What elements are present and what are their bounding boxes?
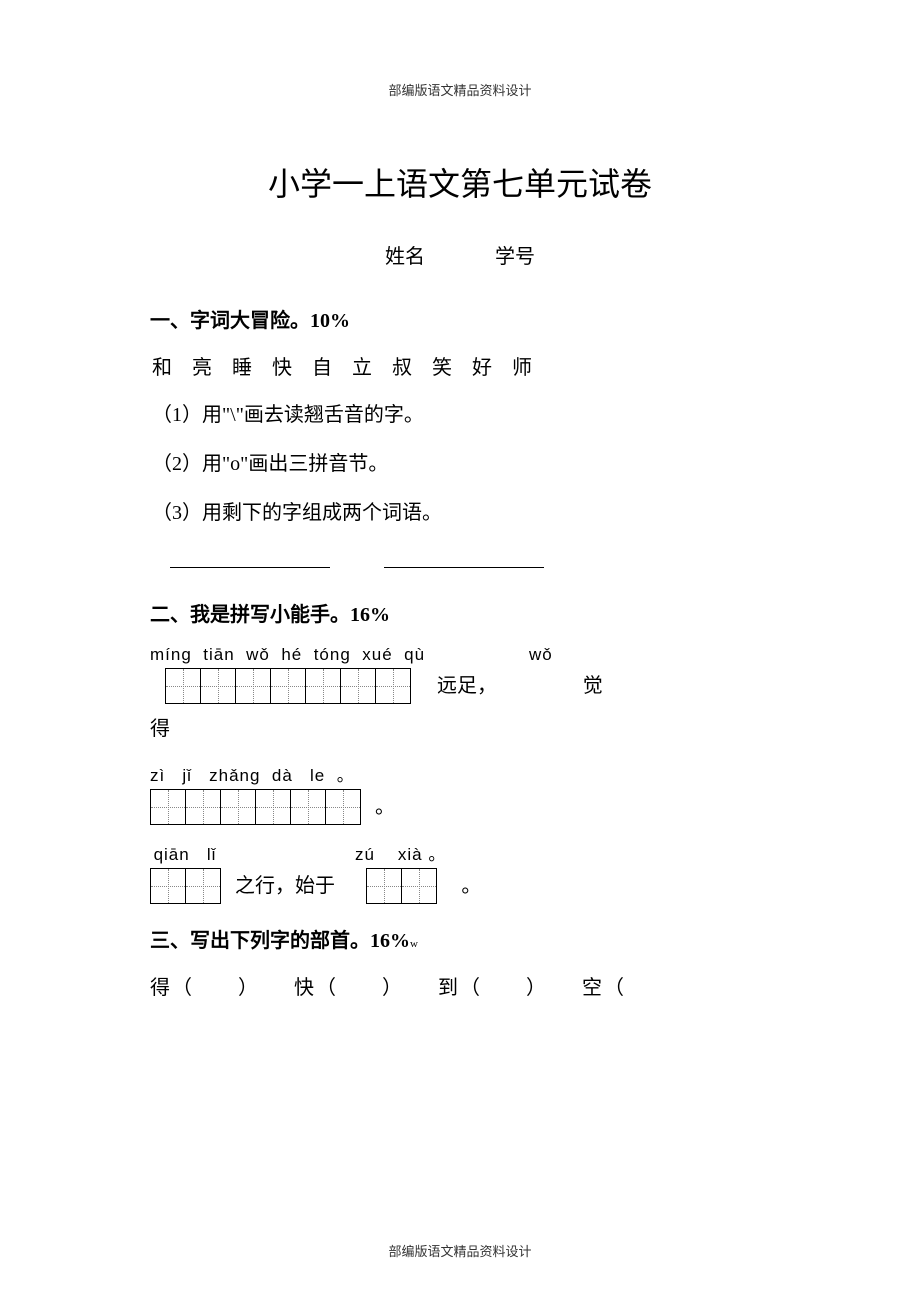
name-label: 姓名 — [385, 246, 425, 268]
section2-line3: qiān lǐ 之行，始于 zú xià 。 。 — [150, 840, 770, 904]
header-text: 部编版语文精品资料设计 — [150, 80, 770, 99]
section1-chars: 和 亮 睡 快 自 立 叔 笑 好 师 — [152, 351, 770, 380]
tianzige — [401, 868, 437, 904]
tianzige — [270, 668, 306, 704]
pinyin: xué — [362, 645, 392, 664]
section1-title: 一、字词大冒险。10% — [150, 304, 770, 333]
section2-line2: zì jǐ zhǎng dà le 。 。 — [150, 761, 770, 825]
section3-title-text: 三、写出下列字的部首。16% — [150, 930, 410, 952]
tianzige-group — [150, 789, 360, 825]
pinyin-unit: zú xià 。 — [355, 840, 446, 904]
pinyin: wǒ — [246, 645, 270, 664]
pinyin: míng — [150, 645, 192, 664]
pinyin: xià — [398, 845, 423, 864]
section2-title: 二、我是拼写小能手。16% — [150, 598, 770, 627]
pinyin: le — [310, 766, 325, 785]
period: 。 — [375, 790, 395, 825]
pinyin: zhǎng — [209, 766, 260, 785]
line1b-text: 得 — [150, 712, 770, 741]
tianzige-group — [150, 868, 220, 904]
tianzige-group — [165, 668, 410, 704]
tianzige-group — [366, 868, 436, 904]
tianzige — [366, 868, 402, 904]
section2-line1: míng tiān wǒ hé tóng xué qù 远足， wǒ 觉 — [150, 645, 770, 704]
pinyin: tóng — [314, 645, 351, 664]
tianzige — [150, 868, 186, 904]
blank-lines — [170, 555, 770, 573]
name-id-line: 姓名 学号 — [150, 240, 770, 269]
tianzige — [375, 668, 411, 704]
id-label: 学号 — [495, 246, 535, 268]
period: 。 — [461, 869, 481, 904]
subscript: w — [410, 938, 418, 950]
section3-title: 三、写出下列字的部首。16%w — [150, 924, 770, 953]
pinyin: tiān — [203, 645, 234, 664]
section3-line: 得（ ） 快（ ） 到（ ） 空（ — [150, 971, 770, 1000]
blank1 — [170, 567, 330, 568]
pinyin: hé — [281, 645, 302, 664]
tianzige — [200, 668, 236, 704]
blank2 — [384, 567, 544, 568]
section1-item2: （2）用"o"画出三拼音节。 — [152, 447, 770, 476]
pinyin: dà — [272, 766, 293, 785]
tianzige — [185, 789, 221, 825]
tianzige — [150, 789, 186, 825]
tianzige — [340, 668, 376, 704]
tianzige — [235, 668, 271, 704]
pinyin: 。 — [337, 766, 355, 785]
pinyin-unit: qiān lǐ — [150, 845, 220, 904]
pinyin: wǒ — [529, 645, 553, 665]
pinyin-unit: míng tiān wǒ hé tóng xué qù — [150, 645, 425, 704]
tianzige — [290, 789, 326, 825]
tianzige — [325, 789, 361, 825]
section1-item3: （3）用剩下的字组成两个词语。 — [152, 496, 770, 525]
inline-text: 远足， — [437, 669, 497, 704]
tianzige — [185, 868, 221, 904]
pinyin: zú — [355, 845, 375, 864]
tianzige — [220, 789, 256, 825]
tianzige — [255, 789, 291, 825]
mid-text: 之行，始于 — [235, 869, 335, 904]
pinyin: jǐ — [182, 766, 192, 785]
pinyin: lǐ — [207, 845, 217, 864]
footer-text: 部编版语文精品资料设计 — [0, 1241, 920, 1260]
pinyin-unit-wo: wǒ — [529, 645, 553, 704]
tianzige — [305, 668, 341, 704]
section1-item1: （1）用"\"画去读翘舌音的字。 — [152, 398, 770, 427]
inline-text: 觉 — [583, 669, 603, 704]
tianzige — [165, 668, 201, 704]
page-title: 小学一上语文第七单元试卷 — [150, 159, 770, 205]
pinyin: qiān — [154, 845, 190, 864]
pinyin: 。 — [428, 845, 446, 864]
pinyin: qù — [404, 645, 425, 664]
pinyin: zì — [150, 766, 165, 785]
